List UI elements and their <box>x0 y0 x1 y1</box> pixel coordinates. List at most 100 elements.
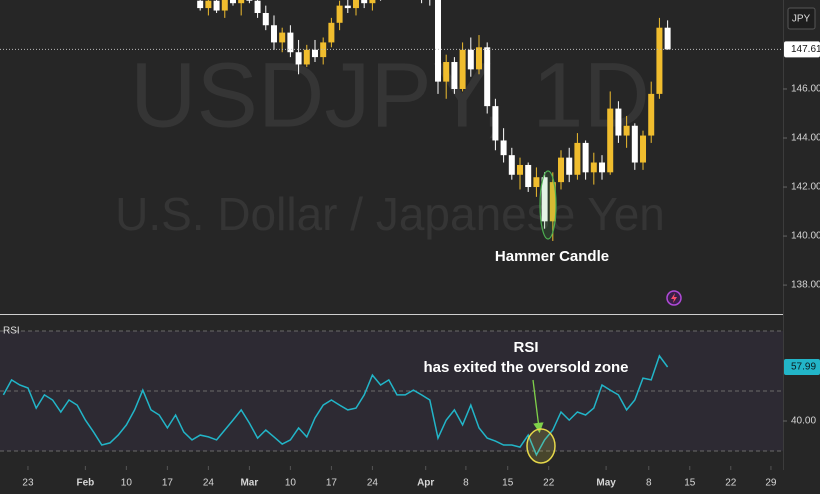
candle-body <box>648 93 655 136</box>
last-price-box <box>784 41 820 58</box>
candle-body <box>451 62 458 89</box>
candle-body <box>229 0 236 4</box>
candle-body <box>664 27 671 50</box>
candle-body <box>607 108 614 173</box>
y-tick-label: 138.000 <box>791 280 820 291</box>
candle-body <box>197 0 204 9</box>
candle-body <box>623 125 630 136</box>
event-icon-bolt <box>671 293 677 303</box>
hammer-annotation: Hammer Candle <box>495 248 609 265</box>
candle-body <box>631 125 638 163</box>
y-tick-label: 146.000 <box>791 84 820 95</box>
hammer-highlight <box>539 170 557 240</box>
candle-body <box>262 12 269 26</box>
candle-body <box>615 108 622 136</box>
rsi-line <box>2 354 669 457</box>
y-tick-label: 140.000 <box>791 231 820 242</box>
last-price-label: 147.616 <box>791 44 820 55</box>
x-tick-label: 15 <box>502 478 514 489</box>
watermark-description: U.S. Dollar / Japanese Yen <box>115 188 665 240</box>
x-tick-label: 29 <box>765 478 777 489</box>
candle-body <box>270 25 277 43</box>
candle-body <box>303 49 310 65</box>
candle-body <box>279 32 286 43</box>
candle-body <box>467 49 474 70</box>
candle-body <box>590 162 597 173</box>
candle-body <box>369 0 376 4</box>
candle-body <box>549 182 556 222</box>
candle-body <box>213 0 220 11</box>
candle-body <box>517 164 524 175</box>
candle-body <box>443 62 450 82</box>
candle-body <box>582 142 589 173</box>
candle-body <box>656 27 663 94</box>
candle-body <box>254 0 261 13</box>
candle-body <box>574 142 581 175</box>
rsi-pane <box>0 330 783 457</box>
x-tick-label: 8 <box>646 478 652 489</box>
candle-body <box>320 42 327 58</box>
candle-body <box>205 0 212 9</box>
watermark: USDJPY, 1D U.S. Dollar / Japanese Yen <box>115 44 665 240</box>
y-tick-label: 142.000 <box>791 182 820 193</box>
x-tick-label: 17 <box>162 478 174 489</box>
candle-body <box>459 49 466 89</box>
candle-body <box>599 162 606 173</box>
x-tick-label: 15 <box>684 478 696 489</box>
annotation-arrow <box>532 379 544 434</box>
candle-body <box>533 177 540 188</box>
candle-body <box>500 140 507 156</box>
x-tick-label: May <box>596 478 616 489</box>
rsi-y-tick-label: 40.00 <box>791 416 816 427</box>
x-tick-label: Mar <box>240 478 258 489</box>
candle-body <box>221 0 228 11</box>
candle-body <box>508 155 515 175</box>
candle-body <box>566 157 573 175</box>
currency: JPY <box>792 14 811 25</box>
x-tick-label: 24 <box>367 478 379 489</box>
candle-body <box>328 22 335 43</box>
candle-body <box>311 49 318 58</box>
x-tick-label: 22 <box>725 478 737 489</box>
candle-body <box>287 32 294 53</box>
rsi-annotation-title: RSI <box>513 339 538 356</box>
currency-box <box>787 7 816 30</box>
candle-body <box>640 135 647 163</box>
x-tick-label: 24 <box>203 478 215 489</box>
x-tick-label: 22 <box>543 478 555 489</box>
rsi-pane-bg <box>0 315 783 465</box>
rsi-last-box <box>784 359 820 376</box>
rsi-annotation-text: has exited the oversold zone <box>423 359 628 376</box>
axes: 138.000 140.000 142.000 144.000 146.000 147.6… <box>22 41 820 489</box>
price-pane <box>0 0 783 241</box>
price-axis <box>783 0 820 494</box>
x-tick-label: 17 <box>326 478 338 489</box>
x-tick-label: 8 <box>463 478 469 489</box>
candle-body <box>361 0 368 4</box>
candle-body <box>295 52 302 65</box>
candle-body <box>541 177 548 222</box>
candle-body <box>352 0 359 9</box>
y-tick-label: 144.000 <box>791 133 820 144</box>
candle-body <box>525 164 532 188</box>
candle-body <box>246 0 253 1</box>
rsi-last-label: 57.99 <box>791 362 816 373</box>
candle-body <box>344 5 351 9</box>
rsi-pane-title: RSI <box>3 326 20 337</box>
x-tick-label: 23 <box>22 478 34 489</box>
candle-body <box>484 47 491 107</box>
rsi-highlight <box>526 428 556 464</box>
x-tick-label: 10 <box>121 478 133 489</box>
x-tick-label: Apr <box>417 478 434 489</box>
candle-body <box>492 106 499 141</box>
candle-body <box>558 157 565 183</box>
candle-body <box>336 5 343 23</box>
candle-body <box>238 0 245 4</box>
x-tick-label: Feb <box>76 478 94 489</box>
x-tick-label: 10 <box>285 478 297 489</box>
candle-body <box>434 0 441 82</box>
candle-body <box>476 47 483 70</box>
watermark-symbol: USDJPY, 1D <box>130 44 650 146</box>
